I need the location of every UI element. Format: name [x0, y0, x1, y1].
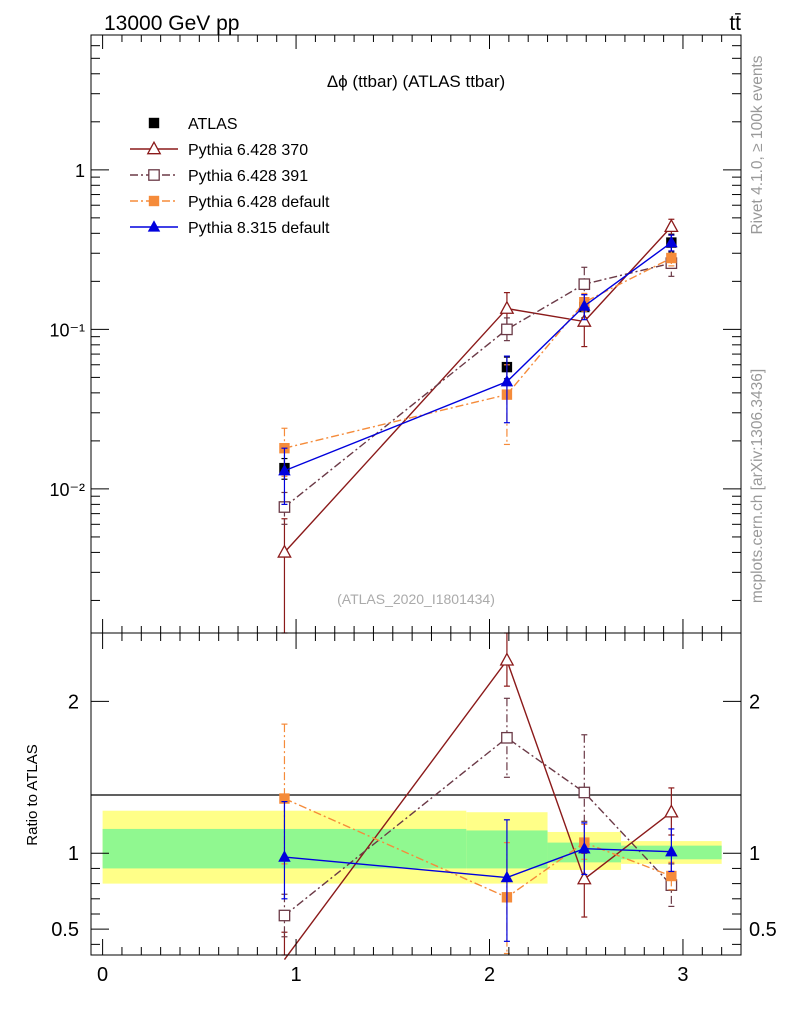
legend-marker-pythia-6-428-391	[148, 169, 160, 181]
main-point-pythia-6-428-391	[578, 278, 591, 291]
analysis-label: (ATLAS_2020_I1801434)	[337, 591, 495, 607]
rivet-label: Rivet 4.1.0, ≥ 100k events	[749, 55, 766, 234]
ratio-point-pythia-6-428-391	[578, 786, 591, 799]
ratio-point-pythia-6-428-default	[666, 870, 677, 882]
legend-label-pythia-6-428-default: Pythia 6.428 default	[188, 194, 330, 211]
energy-label: 13000 GeV pp	[104, 12, 239, 35]
main-title: Δϕ (ttbar) (ATLAS ttbar)	[327, 72, 505, 91]
main-point-pythia-6-428-370	[576, 313, 592, 327]
ratio-point-pythia-8-315-default	[500, 870, 514, 883]
main-ytick-label: 1	[75, 161, 85, 181]
main-line-pythia-8-315-default	[284, 242, 672, 472]
legend-entry-pythia-8-315-default: Pythia 8.315 default	[130, 220, 330, 237]
ratio-point-pythia-8-315-default	[665, 844, 678, 857]
main-panel: 10⁻² 10⁻¹ 1 Δϕ (ttbar) (ATLAS ttbar) (ATLA…	[49, 34, 742, 634]
ratio-xtick-label: 3	[677, 964, 688, 986]
main-line-pythia-6-428-370	[283, 226, 672, 553]
ratio-line-pythia-6-428-370	[283, 658, 672, 960]
ratio-point-pythia-6-428-391	[278, 909, 291, 922]
ratio-ytick-label-left: 1	[68, 843, 79, 865]
legend-label-pythia-6-428-391: Pythia 6.428 391	[188, 168, 308, 185]
main-point-pythia-8-315-default	[578, 299, 591, 311]
main-line-pythia-6-428-391	[284, 262, 672, 508]
main-series-atlas	[279, 233, 677, 480]
main-series-layer	[277, 218, 679, 634]
ratio-xtick-label: 0	[97, 964, 108, 986]
legend-entry-pythia-6-428-default: Pythia 6.428 default	[130, 194, 330, 211]
legend-entry-pythia-6-428-370: Pythia 6.428 370	[130, 140, 308, 159]
main-point-pythia-8-315-default	[278, 463, 291, 476]
ratio-series-layer	[278, 632, 679, 960]
legend-marker-atlas	[148, 117, 160, 129]
ratio-xtick-label: 2	[484, 964, 495, 986]
mcplots-label: mcplots.cern.ch [arXiv:1306.3436]	[749, 369, 766, 603]
ratio-point-pythia-8-315-default	[578, 841, 591, 854]
legend-label-pythia-8-315-default: Pythia 8.315 default	[188, 220, 330, 237]
process-label: tt̄	[729, 12, 741, 35]
ratio-point-pythia-6-428-370	[664, 804, 679, 818]
legend-label-pythia-6-428-370: Pythia 6.428 370	[188, 142, 308, 159]
ratio-ylabel: Ratio to ATLAS	[24, 744, 41, 845]
ratio-series-pythia-8-315-default	[278, 800, 678, 942]
legend-label-atlas: ATLAS	[188, 116, 238, 133]
ratio-point-pythia-8-315-default	[278, 850, 291, 862]
legend-entry-pythia-6-428-391: Pythia 6.428 391	[130, 168, 308, 185]
ratio-axis-ticks: 0.5 0.5 1 1 2 2 0 1 2 3	[51, 633, 777, 986]
ratio-xtick-label: 1	[290, 964, 301, 986]
main-point-pythia-8-315-default	[500, 374, 514, 387]
main-ytick-label: 10⁻¹	[49, 320, 85, 340]
ratio-ytick-label-right: 2	[749, 691, 760, 713]
main-point-pythia-6-428-370	[664, 218, 679, 233]
legend-marker-pythia-6-428-default	[148, 195, 160, 207]
main-point-pythia-6-428-default	[666, 252, 677, 264]
ratio-series-pythia-6-428-370	[281, 632, 679, 960]
ratio-line-pythia-6-428-391	[284, 736, 672, 917]
main-series-pythia-8-315-default	[278, 234, 678, 505]
main-point-pythia-6-428-391	[501, 323, 513, 336]
ratio-ytick-label-right: 1	[749, 843, 760, 865]
ratio-frame	[90, 632, 742, 956]
main-point-pythia-6-428-370	[277, 544, 292, 558]
ratio-ytick-label-left: 2	[68, 691, 79, 713]
uncertainty-bands	[102, 810, 722, 884]
legend-marker-pythia-8-315-default	[147, 220, 161, 232]
main-series-pythia-6-428-default	[279, 250, 677, 477]
main-line-pythia-6-428-default	[284, 257, 672, 449]
legend: ATLAS Pythia 6.428 370 Pythia 6.428 391 Pyt…	[130, 116, 330, 237]
main-axis-ticks: 10⁻² 10⁻¹ 1	[49, 34, 741, 633]
main-point-pythia-8-315-default	[665, 235, 678, 248]
ratio-ytick-label-left: 0.5	[51, 919, 79, 941]
ratio-point-pythia-6-428-370	[499, 652, 515, 666]
ratio-ytick-label-right: 0.5	[749, 919, 777, 941]
ratio-point-pythia-6-428-391	[501, 731, 513, 744]
ratio-panel: 0.5 0.5 1 1 2 2 0 1 2 3 Ratio to ATLAS	[24, 632, 777, 986]
main-ytick-label: 10⁻²	[49, 480, 85, 500]
ratio-line-pythia-6-428-default	[284, 797, 672, 899]
ratio-point-pythia-6-428-default	[279, 793, 290, 804]
legend-marker-pythia-6-428-370	[146, 140, 162, 155]
legend-entry-atlas: ATLAS	[148, 116, 238, 133]
main-series-pythia-6-428-391	[278, 255, 678, 525]
main-point-pythia-6-428-370	[499, 300, 515, 314]
ratio-point-pythia-6-428-370	[576, 870, 592, 885]
ratio-line-pythia-8-315-default	[284, 847, 672, 879]
